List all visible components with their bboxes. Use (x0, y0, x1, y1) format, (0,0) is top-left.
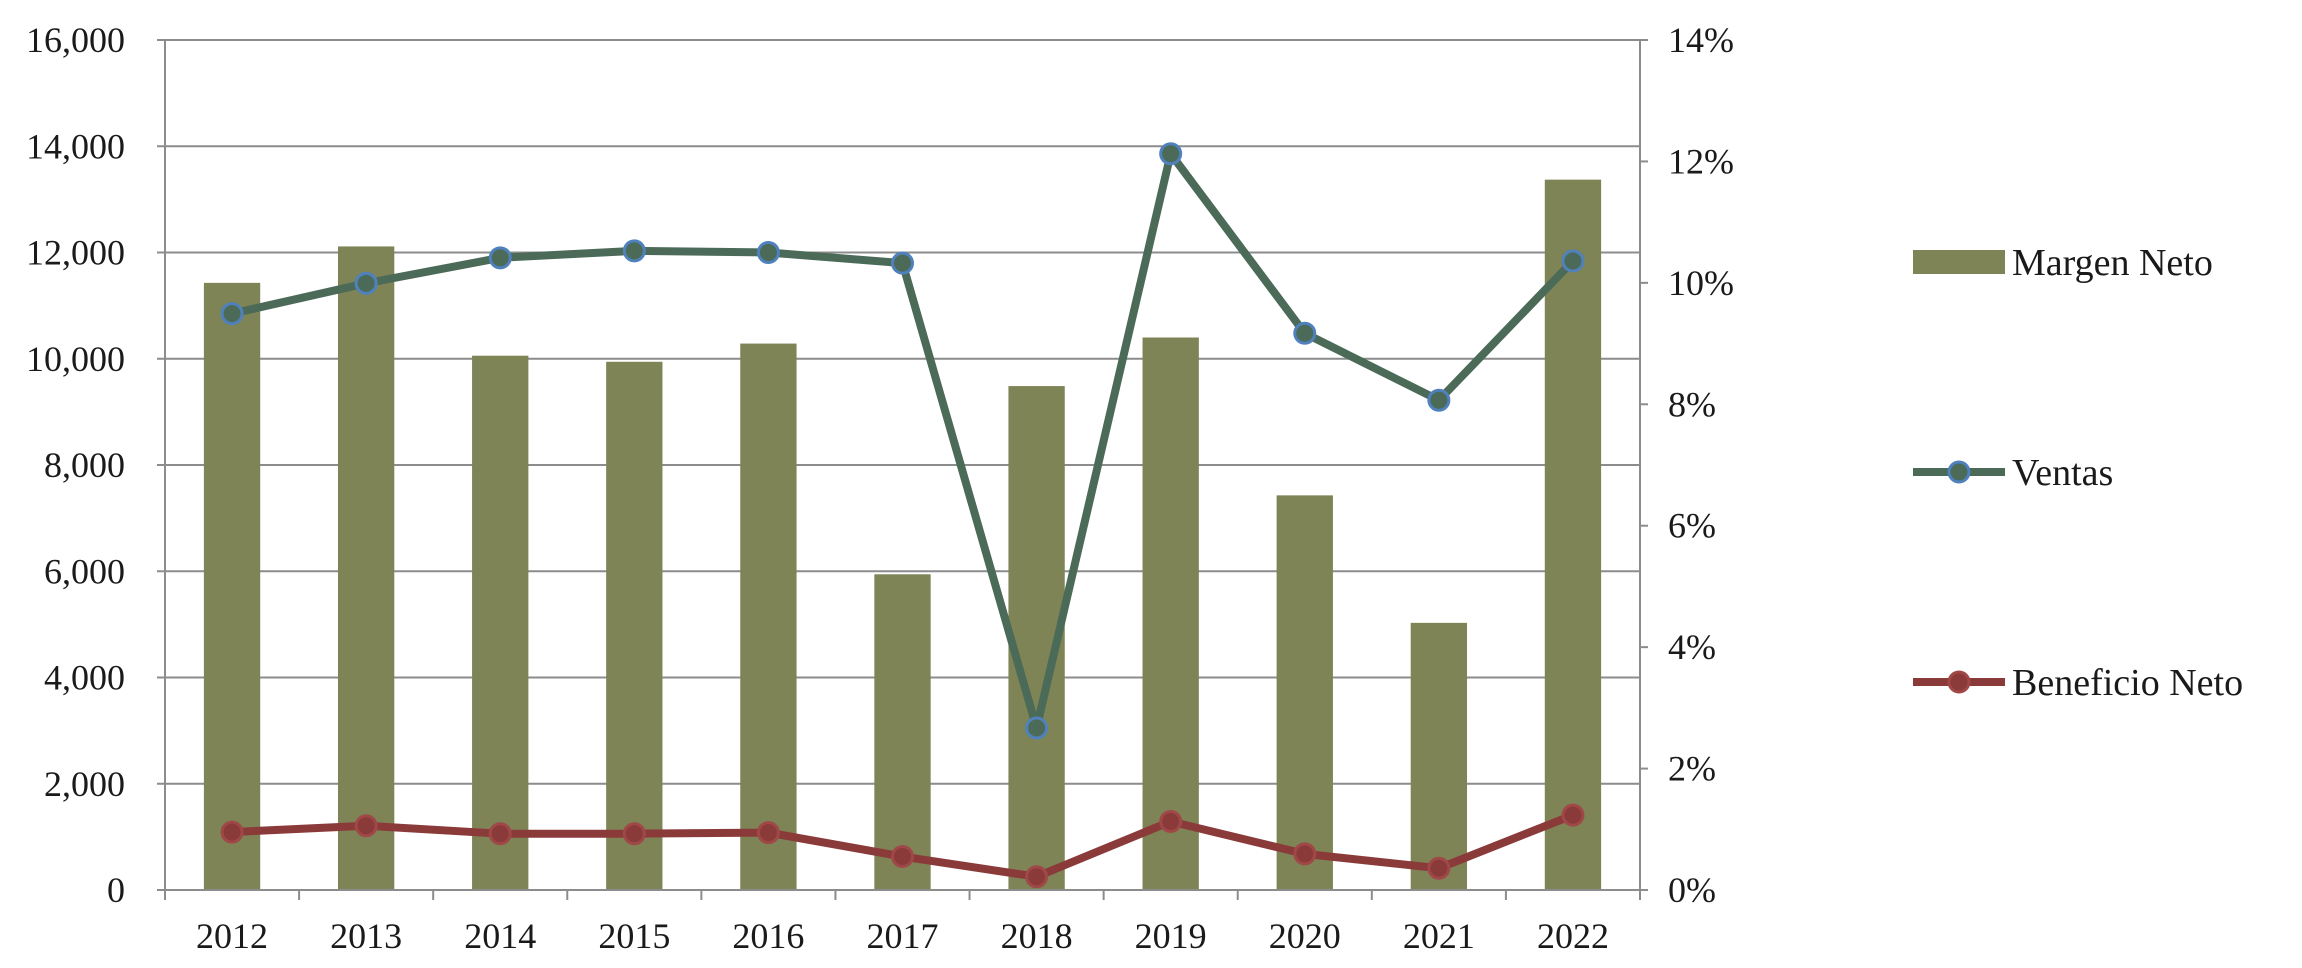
legend: Margen Neto Ventas Beneficio Neto (1913, 242, 2243, 704)
x-tick-label: 2020 (1269, 916, 1341, 956)
right-tick-label: 8% (1668, 384, 1716, 424)
left-tick-label: 4,000 (44, 658, 125, 698)
x-axis-ticks: 2012 2013 2014 2015 2016 2017 2018 2019 2020 2021… (196, 916, 1609, 956)
legend-label: Ventas (2012, 452, 2113, 494)
legend-item-margen-neto: Margen Neto (1913, 242, 2213, 284)
point-beneficio-neto-2019 (1159, 809, 1183, 833)
x-tick-label: 2012 (196, 916, 268, 956)
x-tick-label: 2018 (1001, 916, 1073, 956)
legend-label: Beneficio Neto (2012, 662, 2243, 704)
right-tick-label: 10% (1668, 263, 1734, 303)
x-tick-label: 2017 (867, 916, 939, 956)
legend-item-beneficio-neto: Beneficio Neto (1913, 662, 2243, 704)
bar-margen-neto-2014 (472, 355, 529, 890)
x-tick-label: 2021 (1403, 916, 1475, 956)
x-tick-label: 2015 (598, 916, 670, 956)
x-tick-label: 2016 (732, 916, 804, 956)
bar-margen-neto-2015 (606, 361, 663, 890)
right-tick-label: 12% (1668, 141, 1734, 181)
left-tick-label: 2,000 (44, 764, 125, 804)
left-tick-label: 0 (107, 870, 125, 910)
point-ventas-2020 (1293, 321, 1317, 345)
x-tick-label: 2014 (464, 916, 536, 956)
point-ventas-2018 (1025, 716, 1049, 740)
point-ventas-2014 (488, 246, 512, 270)
legend-swatch-marker (1947, 670, 1971, 694)
right-tick-label: 0% (1668, 870, 1716, 910)
point-ventas-2021 (1427, 388, 1451, 412)
point-ventas-2012 (220, 302, 244, 326)
point-beneficio-neto-2021 (1427, 856, 1451, 880)
left-tick-label: 8,000 (44, 445, 125, 485)
x-tick-label: 2019 (1135, 916, 1207, 956)
axes (157, 39, 1648, 900)
point-beneficio-neto-2016 (756, 821, 780, 845)
legend-swatch-bar (1913, 250, 2005, 274)
legend-label: Margen Neto (2012, 242, 2213, 284)
point-beneficio-neto-2022 (1561, 803, 1585, 827)
point-ventas-2017 (891, 251, 914, 275)
bar-margen-neto-2022 (1544, 179, 1602, 891)
left-tick-label: 16,000 (26, 20, 125, 60)
bar-margen-neto-2020 (1276, 495, 1333, 890)
point-ventas-2019 (1159, 142, 1183, 166)
left-tick-label: 12,000 (26, 233, 125, 273)
left-tick-label: 10,000 (26, 339, 125, 379)
legend-item-ventas: Ventas (1913, 452, 2113, 494)
left-tick-label: 14,000 (26, 126, 125, 166)
point-beneficio-neto-2018 (1025, 865, 1049, 889)
point-beneficio-neto-2013 (354, 814, 378, 838)
bar-margen-neto-2012 (203, 282, 261, 890)
point-beneficio-neto-2017 (891, 845, 914, 869)
point-beneficio-neto-2014 (488, 822, 512, 846)
point-ventas-2016 (756, 241, 780, 264)
bar-margen-neto-2019 (1142, 337, 1199, 890)
bar-margen-neto-2013 (337, 246, 395, 890)
right-axis-ticks: 0% 2% 4% 6% 8% 10% 12% 14% (1668, 20, 1734, 910)
right-tick-label: 14% (1668, 20, 1734, 60)
x-tick-label: 2022 (1537, 916, 1609, 956)
bar-margen-neto-2017 (874, 574, 931, 890)
legend-swatch-marker (1947, 460, 1971, 484)
point-ventas-2015 (622, 239, 646, 263)
right-tick-label: 4% (1668, 627, 1716, 667)
line-series (220, 142, 1585, 889)
right-tick-label: 6% (1668, 506, 1716, 546)
bar-margen-neto-2016 (740, 343, 797, 891)
point-beneficio-neto-2012 (220, 820, 244, 844)
x-tick-label: 2013 (330, 916, 402, 956)
point-beneficio-neto-2015 (622, 822, 646, 846)
point-ventas-2022 (1561, 249, 1585, 273)
point-ventas-2013 (354, 271, 378, 295)
left-axis-ticks: 0 2,000 4,000 6,000 8,000 10,000 12,000 14,000 1… (26, 20, 125, 910)
gridlines (165, 39, 1640, 891)
left-tick-label: 6,000 (44, 551, 125, 591)
right-tick-label: 2% (1668, 749, 1716, 789)
bar-series-margen-neto (203, 179, 1602, 891)
bar-margen-neto-2021 (1410, 622, 1468, 890)
point-beneficio-neto-2020 (1293, 842, 1317, 866)
